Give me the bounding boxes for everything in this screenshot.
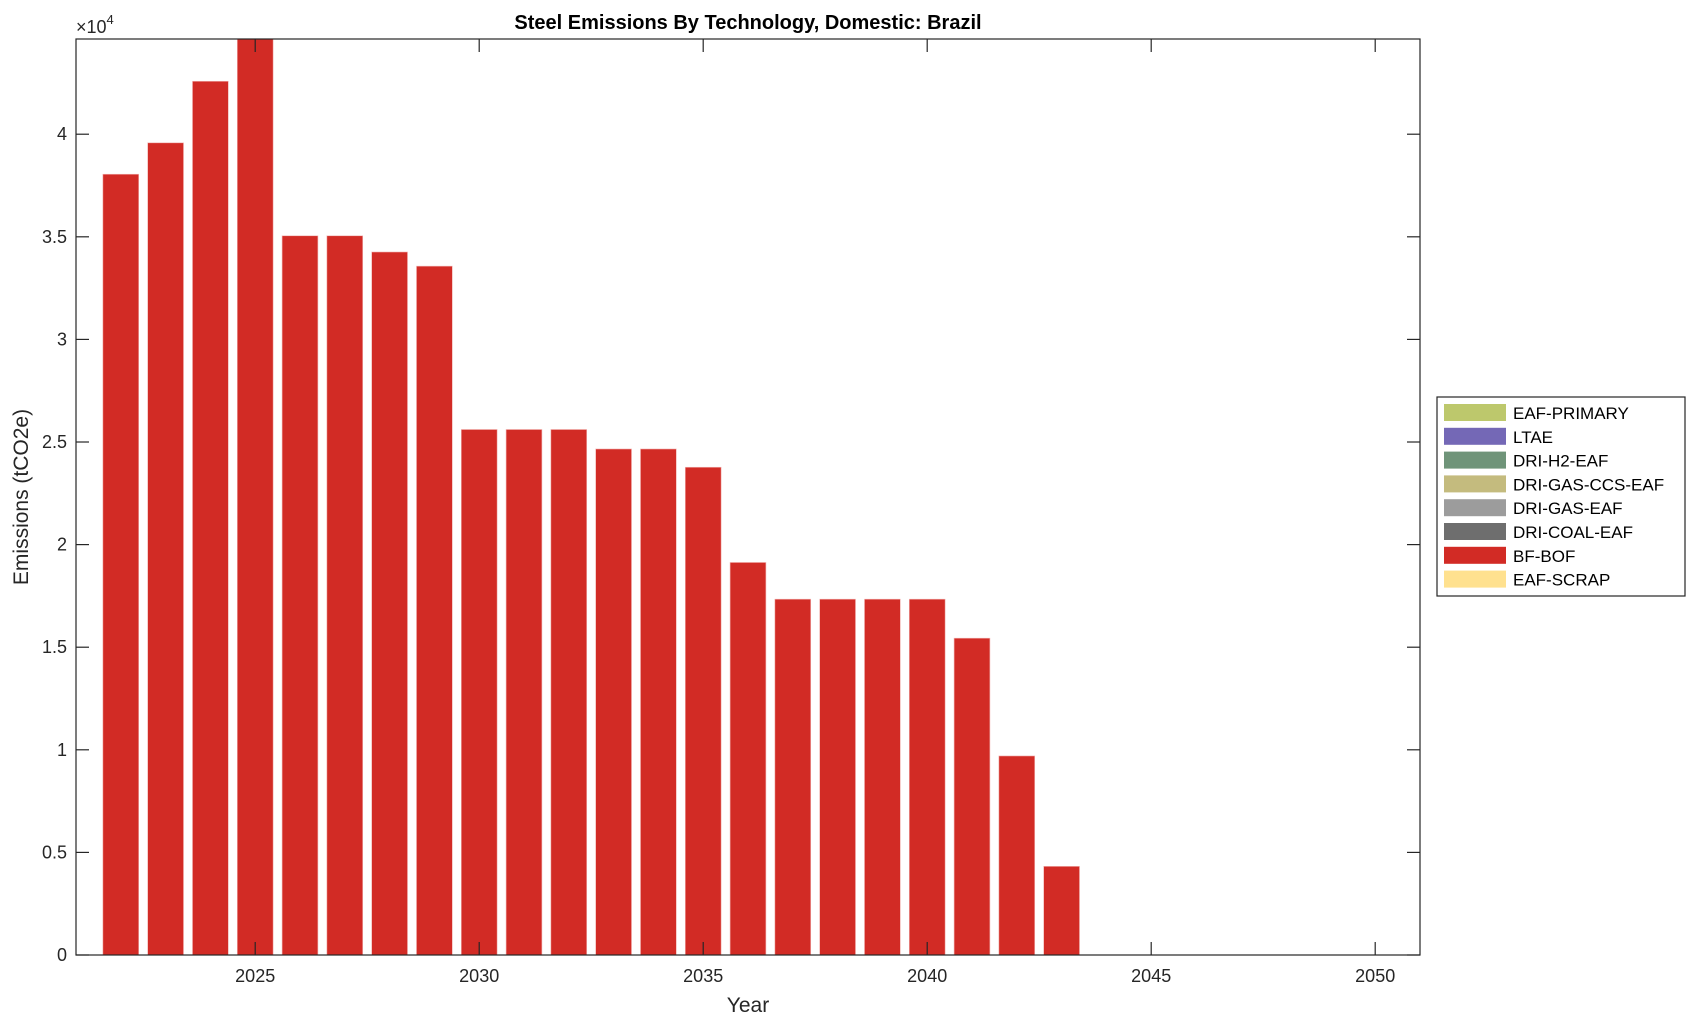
x-tick-label: 2025 bbox=[235, 966, 275, 986]
bar-bf-bof-2037 bbox=[774, 598, 812, 956]
bar-bf-bof-2028 bbox=[371, 251, 408, 956]
svg-text:×104: ×104 bbox=[76, 12, 114, 37]
axis-ticks: 2025 2030 2035 2040 2045 2050 0 0.5 1 1.5 2 2.5 3 3.5… bbox=[42, 39, 1420, 986]
y-axis-label: Emissions (tCO2e) bbox=[10, 409, 33, 585]
bar-bf-bof-2036 bbox=[729, 562, 767, 956]
plot-area-frame bbox=[75, 38, 1421, 956]
bar-bf-bof-2038 bbox=[819, 598, 856, 956]
y-tick-label: 0.5 bbox=[42, 842, 67, 862]
bar-bf-bof-2031 bbox=[505, 429, 543, 956]
legend-label: EAF-SCRAP bbox=[1513, 571, 1610, 590]
bar-bf-bof-2026 bbox=[281, 235, 319, 956]
y-tick-label: 3.5 bbox=[42, 227, 67, 247]
x-tick-label: 2045 bbox=[1131, 966, 1171, 986]
x-axis-label: Year bbox=[727, 994, 769, 1017]
bars-layer bbox=[102, 38, 1080, 956]
bar-bf-bof-2025 bbox=[236, 38, 274, 956]
legend-swatch-ltae bbox=[1444, 427, 1506, 445]
x-tick-label: 2035 bbox=[683, 966, 723, 986]
legend-swatch-dri-gas-ccs-eaf bbox=[1444, 475, 1506, 493]
y-exponent-power: 4 bbox=[107, 12, 114, 27]
y-tick-label: 1.5 bbox=[42, 637, 67, 657]
y-tick-label: 4 bbox=[57, 124, 67, 144]
legend-label: BF-BOF bbox=[1513, 547, 1575, 566]
legend-label: LTAE bbox=[1513, 428, 1553, 447]
legend-swatch-bf-bof bbox=[1444, 546, 1506, 564]
bar-bf-bof-2033 bbox=[595, 448, 632, 956]
legend-swatch-dri-gas-eaf bbox=[1444, 499, 1506, 517]
legend-label: EAF-PRIMARY bbox=[1513, 404, 1629, 423]
x-tick-label: 2030 bbox=[459, 966, 499, 986]
y-tick-label: 2 bbox=[57, 535, 67, 555]
legend: EAF-PRIMARY LTAE DRI-H2-EAF DRI-GAS-CCS-EAF… bbox=[1436, 396, 1686, 597]
y-tick-label: 3 bbox=[57, 329, 67, 349]
y-tick-label: 0 bbox=[57, 945, 67, 965]
bar-bf-bof-2029 bbox=[416, 265, 453, 956]
chart-title: Steel Emissions By Technology, Domestic:… bbox=[514, 12, 981, 34]
x-tick-label: 2040 bbox=[907, 966, 947, 986]
y-exponent-label: ×104 bbox=[76, 12, 114, 37]
y-tick-label: 2.5 bbox=[42, 432, 67, 452]
bar-bf-bof-2039 bbox=[864, 598, 901, 956]
y-exponent-base: ×10 bbox=[76, 17, 107, 37]
legend-label: DRI-GAS-CCS-EAF bbox=[1513, 475, 1664, 494]
y-tick-label: 1 bbox=[57, 740, 67, 760]
bar-bf-bof-2032 bbox=[550, 429, 588, 956]
legend-label: DRI-GAS-EAF bbox=[1513, 499, 1623, 518]
legend-swatch-eaf-scrap bbox=[1444, 570, 1506, 588]
legend-label: DRI-COAL-EAF bbox=[1513, 523, 1633, 542]
bar-bf-bof-2034 bbox=[640, 448, 677, 956]
bar-bf-bof-2043 bbox=[1043, 866, 1080, 956]
legend-swatch-dri-coal-eaf bbox=[1444, 523, 1506, 540]
bar-bf-bof-2030 bbox=[460, 429, 498, 956]
legend-swatch-dri-h2-eaf bbox=[1444, 451, 1506, 469]
legend-box bbox=[1436, 396, 1686, 597]
bar-bf-bof-2042 bbox=[998, 755, 1036, 956]
bar-bf-bof-2027 bbox=[326, 235, 364, 956]
bar-bf-bof-2035 bbox=[684, 466, 722, 956]
legend-label: DRI-H2-EAF bbox=[1513, 452, 1608, 471]
bar-bf-bof-2022 bbox=[102, 173, 140, 956]
legend-swatch-eaf-primary bbox=[1444, 404, 1506, 421]
bar-bf-bof-2040 bbox=[908, 598, 946, 956]
bar-bf-bof-2023 bbox=[147, 142, 184, 956]
bar-bf-bof-2024 bbox=[192, 80, 229, 956]
bar-bf-bof-2041 bbox=[953, 637, 991, 956]
x-tick-label: 2050 bbox=[1355, 966, 1395, 986]
